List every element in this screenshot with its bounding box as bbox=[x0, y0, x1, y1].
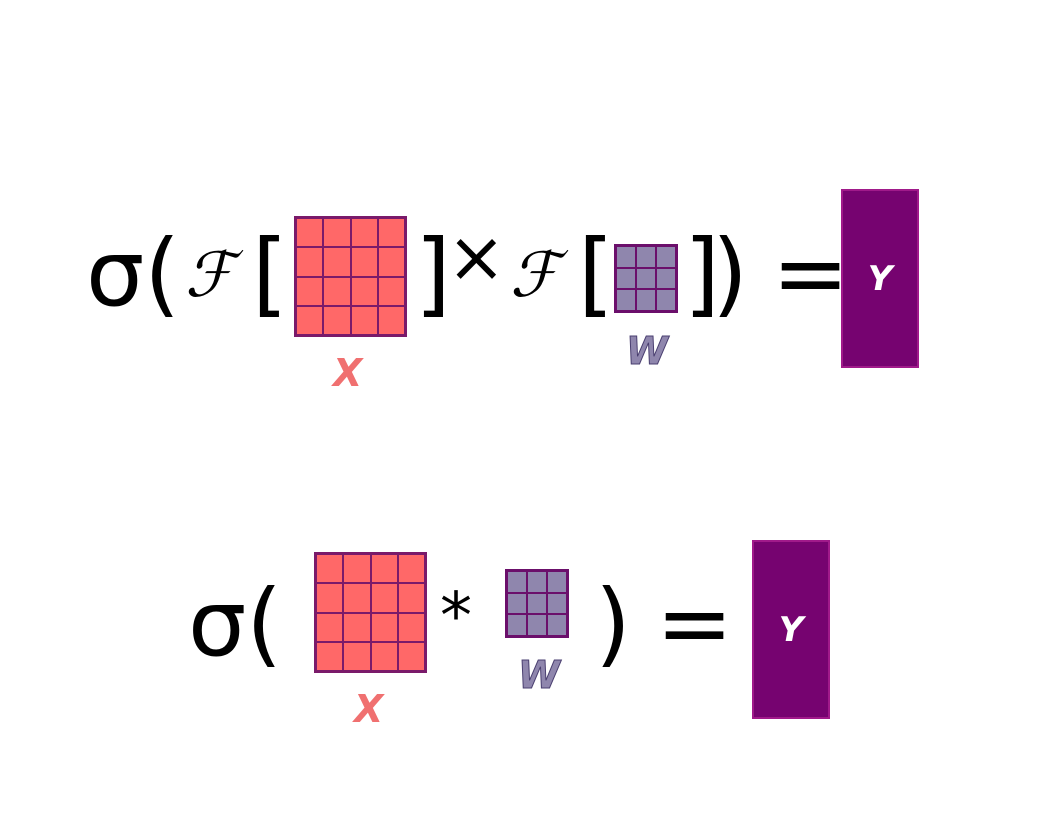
eq1-sigma-open: σ( bbox=[86, 220, 181, 327]
eq2-close-paren: ) bbox=[595, 570, 631, 677]
eq1-bracket-close: ] bbox=[415, 220, 451, 327]
eq1-bracket-open: [ bbox=[252, 220, 288, 327]
matrix-cell bbox=[370, 612, 398, 642]
eq1-close-paren: ) bbox=[712, 220, 748, 327]
eq1-x-label: X bbox=[333, 351, 363, 395]
matrix-cell bbox=[350, 276, 378, 306]
eq2-convolution-operator: * bbox=[440, 580, 472, 654]
matrix-cell bbox=[296, 218, 324, 248]
eq1-bracket-open-2: [ bbox=[578, 220, 614, 327]
matrix-cell bbox=[296, 305, 324, 335]
eq2-kernel-matrix-w bbox=[505, 569, 569, 638]
eq1-kernel-matrix-w bbox=[614, 244, 678, 313]
matrix-cell bbox=[316, 641, 344, 671]
eq2-output-y: Y bbox=[752, 540, 830, 719]
matrix-cell bbox=[527, 614, 547, 636]
matrix-cell bbox=[316, 612, 344, 642]
matrix-cell bbox=[527, 592, 547, 615]
matrix-cell bbox=[296, 247, 324, 277]
eq2-y-label: Y bbox=[778, 609, 804, 650]
eq1-bracket-close-2: ] bbox=[684, 220, 720, 327]
matrix-cell bbox=[507, 592, 527, 615]
eq1-y-label: Y bbox=[867, 258, 893, 299]
matrix-cell bbox=[370, 641, 398, 671]
matrix-cell bbox=[296, 276, 324, 306]
matrix-cell bbox=[616, 289, 636, 311]
matrix-cell bbox=[343, 583, 371, 613]
matrix-cell bbox=[323, 247, 351, 277]
matrix-cell bbox=[370, 583, 398, 613]
matrix-cell bbox=[370, 554, 398, 584]
matrix-cell bbox=[350, 218, 378, 248]
eq2-w-label: W bbox=[518, 653, 561, 697]
matrix-cell bbox=[547, 571, 567, 593]
matrix-cell bbox=[656, 267, 676, 290]
matrix-cell bbox=[656, 289, 676, 311]
matrix-cell bbox=[397, 554, 425, 584]
matrix-cell bbox=[636, 267, 656, 290]
eq2-sigma-open: σ( bbox=[188, 570, 283, 677]
eq1-output-y: Y bbox=[841, 189, 919, 368]
eq1-equals: = bbox=[772, 220, 850, 327]
matrix-cell bbox=[377, 276, 405, 306]
eq1-input-matrix-x bbox=[294, 216, 407, 337]
eq1-fourier-symbol-2: ℱ bbox=[510, 238, 559, 311]
matrix-cell bbox=[527, 571, 547, 593]
matrix-cell bbox=[316, 554, 344, 584]
eq1-times-operator: × bbox=[447, 216, 506, 298]
matrix-cell bbox=[547, 592, 567, 615]
matrix-cell bbox=[323, 276, 351, 306]
matrix-cell bbox=[507, 571, 527, 593]
matrix-cell bbox=[377, 247, 405, 277]
eq1-w-label: W bbox=[626, 329, 669, 373]
matrix-cell bbox=[616, 246, 636, 268]
matrix-cell bbox=[343, 554, 371, 584]
matrix-cell bbox=[656, 246, 676, 268]
matrix-cell bbox=[397, 612, 425, 642]
matrix-cell bbox=[343, 612, 371, 642]
matrix-cell bbox=[636, 246, 656, 268]
eq2-input-matrix-x bbox=[314, 552, 427, 673]
matrix-cell bbox=[397, 641, 425, 671]
eq1-fourier-symbol: ℱ bbox=[185, 238, 234, 311]
eq2-equals: = bbox=[656, 570, 734, 677]
matrix-cell bbox=[507, 614, 527, 636]
matrix-cell bbox=[547, 614, 567, 636]
matrix-cell bbox=[616, 267, 636, 290]
matrix-cell bbox=[323, 218, 351, 248]
matrix-cell bbox=[377, 305, 405, 335]
matrix-cell bbox=[350, 247, 378, 277]
matrix-cell bbox=[350, 305, 378, 335]
matrix-cell bbox=[397, 583, 425, 613]
matrix-cell bbox=[377, 218, 405, 248]
matrix-cell bbox=[316, 583, 344, 613]
matrix-cell bbox=[323, 305, 351, 335]
matrix-cell bbox=[636, 289, 656, 311]
matrix-cell bbox=[343, 641, 371, 671]
eq2-x-label: X bbox=[354, 687, 384, 731]
